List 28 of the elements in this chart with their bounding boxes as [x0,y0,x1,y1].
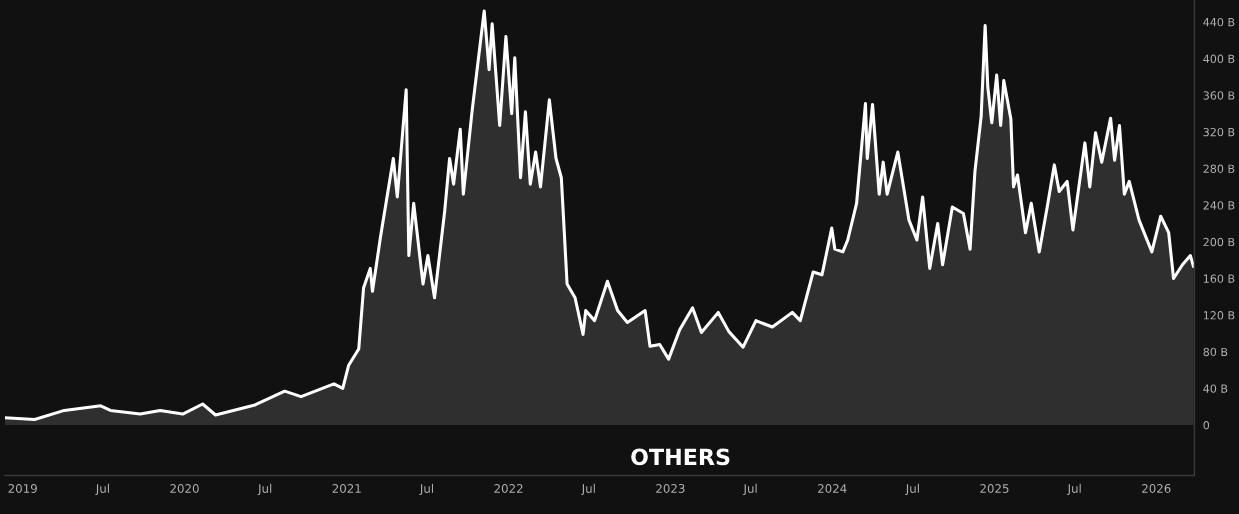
y-tick-label: 360 B [1203,91,1235,100]
y-tick-label: 120 B [1203,311,1235,320]
x-tick-label: Jul [1066,483,1081,496]
x-tick-label: Jul [257,483,272,496]
y-tick-label: 160 B [1203,274,1235,283]
x-tick-label: Jul [905,483,919,496]
y-tick-label: 440 B [1203,17,1235,27]
x-tick-label: 2020 [170,483,199,493]
y-tick-label: 240 B [1203,201,1235,210]
y-tick-label: 320 B [1203,127,1235,137]
x-tick-label: Jul [742,483,757,496]
y-tick-label: 80 B [1203,347,1228,357]
x-tick-label: 2025 [980,483,1009,493]
y-tick-label: 280 B [1203,164,1235,173]
x-tick-label: 2024 [818,483,847,493]
text: OTHERS [631,448,730,466]
x-tick-label: Jul [95,483,109,496]
y-tick-label: 40 B [1203,384,1228,393]
x-tick-label: Jul [419,483,434,496]
y-tick-label: 200 B [1203,237,1235,247]
x-tick-label: 2026 [1142,483,1171,493]
x-tick-label: 2023 [656,483,685,493]
y-tick-label: 400 B [1203,54,1235,64]
x-tick-label: Jul [581,483,595,496]
x-tick-label: 2021 [332,483,361,493]
x-tick-label: 2022 [494,483,523,493]
x-tick-label: 2019 [8,483,37,493]
y-tick-label: 0 [1203,421,1210,430]
